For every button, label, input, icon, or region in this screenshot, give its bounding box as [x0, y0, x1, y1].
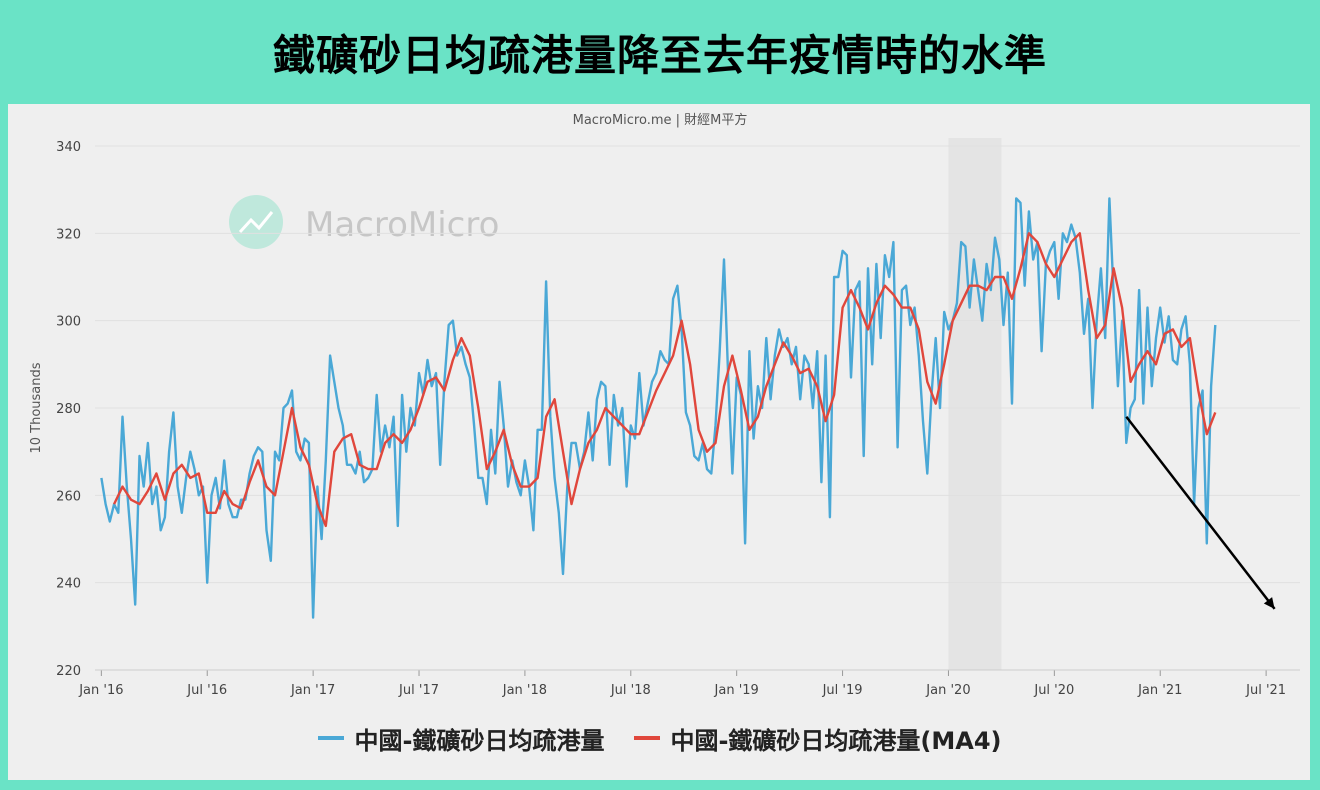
annotation-arrow-shaft [1125, 415, 1276, 610]
chart-panel [8, 104, 1310, 780]
x-tick-label-9: Jul '20 [1033, 683, 1074, 698]
x-tick-label-10: Jan '21 [1137, 683, 1182, 698]
legend: 中國-鐵礦砂日均疏港量 中國-鐵礦砂日均疏港量(MA4) [0, 718, 1320, 758]
legend-item-series-1[interactable]: 中國-鐵礦砂日均疏港量(MA4) [634, 721, 1002, 756]
x-tick-label-8: Jan '20 [925, 683, 970, 698]
y-axis-label: 10 Thousands [29, 362, 44, 453]
y-tick-label-2: 260 [56, 489, 81, 504]
x-tick-label-0: Jan '16 [78, 683, 123, 698]
y-tick-label-0: 220 [56, 664, 81, 679]
x-tick-label-3: Jul '17 [398, 683, 439, 698]
annotation-arrow-head-icon [1263, 597, 1275, 609]
x-tick-label-5: Jul '18 [610, 683, 651, 698]
watermark-text: MacroMicro [305, 205, 499, 245]
y-tick-label-3: 280 [56, 402, 81, 417]
y-tick-label-4: 300 [56, 315, 81, 330]
source-label: MacroMicro.me | 財經M平方 [573, 112, 748, 128]
x-tick-label-6: Jan '19 [714, 683, 759, 698]
shaded-band [948, 138, 1002, 670]
x-tick-label-7: Jul '19 [822, 683, 863, 698]
y-tick-label-5: 320 [56, 227, 81, 242]
y-tick-label-1: 240 [56, 577, 81, 592]
x-tick-label-11: Jul '21 [1245, 683, 1286, 698]
x-tick-label-1: Jul '16 [186, 683, 227, 698]
series-line-0 [100, 197, 1217, 619]
watermark-logo-mark-icon [238, 211, 274, 234]
watermark-logo-icon [229, 195, 283, 249]
series-line-1 [113, 232, 1217, 528]
legend-swatch-blue [318, 736, 345, 740]
legend-swatch-red [634, 736, 661, 740]
y-tick-label-6: 340 [56, 140, 81, 155]
legend-label-series-1: 中國-鐵礦砂日均疏港量(MA4) [670, 726, 1002, 755]
chart-title: 鐵礦砂日均疏港量降至去年疫情時的水準 [272, 30, 1047, 80]
x-tick-label-4: Jan '18 [502, 683, 547, 698]
legend-label-series-0: 中國-鐵礦砂日均疏港量 [354, 726, 605, 755]
legend-item-series-0[interactable]: 中國-鐵礦砂日均疏港量 [318, 721, 604, 756]
x-tick-label-2: Jan '17 [290, 683, 335, 698]
